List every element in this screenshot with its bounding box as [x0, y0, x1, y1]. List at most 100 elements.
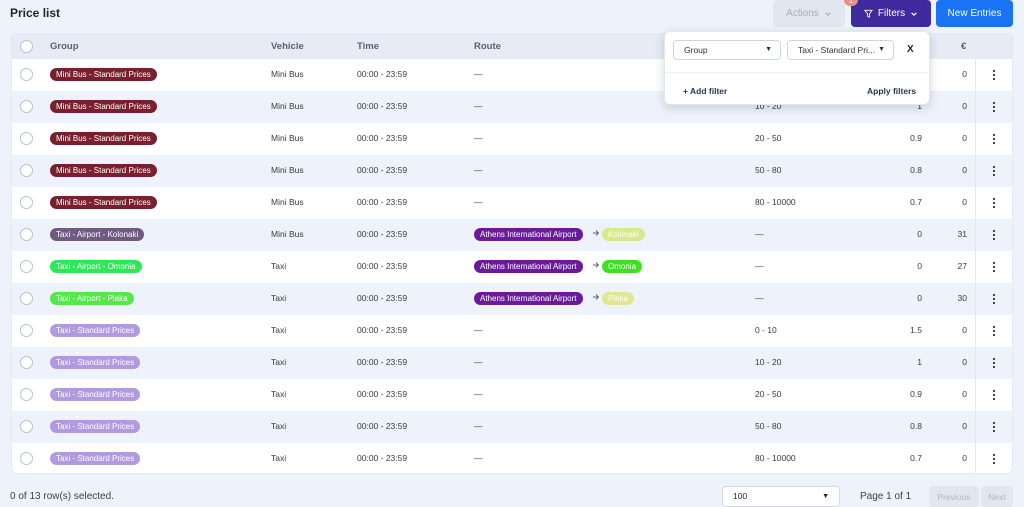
row-checkbox[interactable] — [20, 356, 33, 369]
more-vertical-icon[interactable] — [991, 293, 997, 305]
range-cell: 20 - 50 — [755, 133, 782, 143]
row-checkbox[interactable] — [20, 228, 33, 241]
group-badge: Taxi - Airport - Omonia — [50, 260, 142, 273]
vehicle-cell: Taxi — [271, 421, 287, 431]
add-filter-button[interactable]: + Add filter — [683, 86, 728, 96]
row-checkbox[interactable] — [20, 100, 33, 113]
more-vertical-icon[interactable] — [991, 101, 997, 113]
column-divider — [975, 219, 976, 251]
table-row[interactable]: Mini Bus - Standard Prices Mini Bus 00:00 … — [12, 155, 1012, 187]
row-checkbox[interactable] — [20, 68, 33, 81]
row-checkbox[interactable] — [20, 420, 33, 433]
column-header-price[interactable]: € — [961, 41, 967, 52]
group-badge: Taxi - Standard Prices — [50, 324, 141, 337]
more-vertical-icon[interactable] — [991, 421, 997, 433]
route-cell: — — [474, 133, 483, 143]
actions-button[interactable]: Actions — [773, 0, 845, 27]
previous-page-button[interactable]: Previous — [929, 486, 979, 507]
factor-cell: 0.9 — [910, 133, 922, 143]
table-row[interactable]: Mini Bus - Standard Prices Mini Bus 00:00 … — [12, 123, 1012, 155]
filter-field-select[interactable]: Group ▼ — [673, 40, 781, 60]
column-header-vehicle[interactable]: Vehicle — [271, 41, 304, 52]
group-badge: Taxi - Standard Prices — [50, 452, 141, 465]
table-row[interactable]: Taxi - Standard Prices Taxi 00:00 - 23:59 —… — [12, 347, 1012, 379]
time-cell: 00:00 - 23:59 — [357, 229, 408, 239]
chevron-down-icon — [911, 11, 917, 16]
more-vertical-icon[interactable] — [991, 165, 997, 177]
table-row[interactable]: Taxi - Standard Prices Taxi 00:00 - 23:59 —… — [12, 443, 1012, 473]
more-vertical-icon[interactable] — [991, 325, 997, 337]
route-cell: — — [474, 357, 483, 367]
price-cell: 0 — [962, 197, 967, 207]
row-checkbox[interactable] — [20, 292, 33, 305]
row-checkbox[interactable] — [20, 196, 33, 209]
factor-cell: 1 — [917, 357, 922, 367]
table-row[interactable]: Taxi - Airport - Kolonaki Mini Bus 00:00 -… — [12, 219, 1012, 251]
route-cell: — — [474, 421, 483, 431]
row-checkbox[interactable] — [20, 452, 33, 465]
more-vertical-icon[interactable] — [991, 453, 997, 465]
more-vertical-icon[interactable] — [991, 229, 997, 241]
table-row[interactable]: Taxi - Standard Prices Taxi 00:00 - 23:59 —… — [12, 411, 1012, 443]
table-row[interactable]: Taxi - Airport - Plaka Taxi 00:00 - 23:59 A… — [12, 283, 1012, 315]
remove-filter-button[interactable]: X — [907, 44, 914, 55]
page-title: Price list — [10, 6, 61, 20]
range-cell: 50 - 80 — [755, 165, 782, 175]
more-vertical-icon[interactable] — [991, 69, 997, 81]
column-divider — [975, 379, 976, 411]
price-cell: 0 — [962, 325, 967, 335]
apply-filters-button[interactable]: Apply filters — [867, 86, 917, 96]
price-cell: 30 — [957, 293, 967, 303]
caret-down-icon: ▼ — [822, 493, 829, 500]
filters-button[interactable]: Filters — [851, 0, 931, 27]
table-row[interactable]: Taxi - Standard Prices Taxi 00:00 - 23:59 —… — [12, 315, 1012, 347]
factor-cell: 0.7 — [910, 197, 922, 207]
row-checkbox[interactable] — [20, 388, 33, 401]
group-badge: Mini Bus - Standard Prices — [50, 68, 157, 81]
new-entries-button[interactable]: New Entries — [936, 0, 1013, 27]
table-row[interactable]: Taxi - Airport - Omonia Taxi 00:00 - 23:59… — [12, 251, 1012, 283]
more-vertical-icon[interactable] — [991, 197, 997, 209]
column-header-route[interactable]: Route — [474, 41, 501, 52]
price-table: Group Vehicle Time Route € Mini Bus - St… — [11, 33, 1013, 474]
row-checkbox[interactable] — [20, 164, 33, 177]
row-checkbox[interactable] — [20, 324, 33, 337]
route-cell: — — [474, 389, 483, 399]
group-badge: Taxi - Standard Prices — [50, 420, 141, 433]
vehicle-cell: Mini Bus — [271, 229, 304, 239]
filter-value-select[interactable]: Taxi - Standard Pri... ▼ — [787, 40, 894, 60]
vehicle-cell: Taxi — [271, 261, 287, 271]
time-cell: 00:00 - 23:59 — [357, 69, 408, 79]
table-row[interactable]: Mini Bus - Standard Prices Mini Bus 00:00 … — [12, 59, 1012, 91]
factor-cell: 0 — [917, 229, 922, 239]
select-all-checkbox[interactable] — [20, 40, 33, 53]
price-cell: 0 — [962, 357, 967, 367]
more-vertical-icon[interactable] — [991, 357, 997, 369]
table-row[interactable]: Taxi - Standard Prices Taxi 00:00 - 23:59 —… — [12, 379, 1012, 411]
more-vertical-icon[interactable] — [991, 133, 997, 145]
price-cell: 0 — [962, 453, 967, 463]
top-bar: Price list Actions Filters 1 New Entries — [0, 0, 1024, 30]
column-header-group[interactable]: Group — [50, 41, 79, 52]
table-row[interactable]: Mini Bus - Standard Prices Mini Bus 00:00 … — [12, 187, 1012, 219]
caret-down-icon: ▼ — [765, 46, 772, 53]
route-cell: — — [474, 165, 483, 175]
vehicle-cell: Taxi — [271, 357, 287, 367]
range-cell: 0 - 10 — [755, 325, 777, 335]
more-vertical-icon[interactable] — [991, 389, 997, 401]
route-to-badge: Omonia — [602, 260, 643, 273]
row-checkbox[interactable] — [20, 260, 33, 273]
next-page-button[interactable]: Next — [981, 486, 1013, 507]
range-cell: 50 - 80 — [755, 421, 782, 431]
column-header-time[interactable]: Time — [357, 41, 380, 52]
price-cell: 0 — [962, 165, 967, 175]
more-vertical-icon[interactable] — [991, 261, 997, 273]
filter-count-badge: 1 — [844, 0, 858, 6]
row-checkbox[interactable] — [20, 132, 33, 145]
column-divider — [975, 443, 976, 473]
filter-popover: Group ▼ Taxi - Standard Pri... ▼ X + Add… — [664, 31, 930, 105]
route-cell: — — [474, 69, 483, 79]
page-size-select[interactable]: 100 ▼ — [722, 486, 840, 507]
time-cell: 00:00 - 23:59 — [357, 325, 408, 335]
price-cell: 0 — [962, 421, 967, 431]
